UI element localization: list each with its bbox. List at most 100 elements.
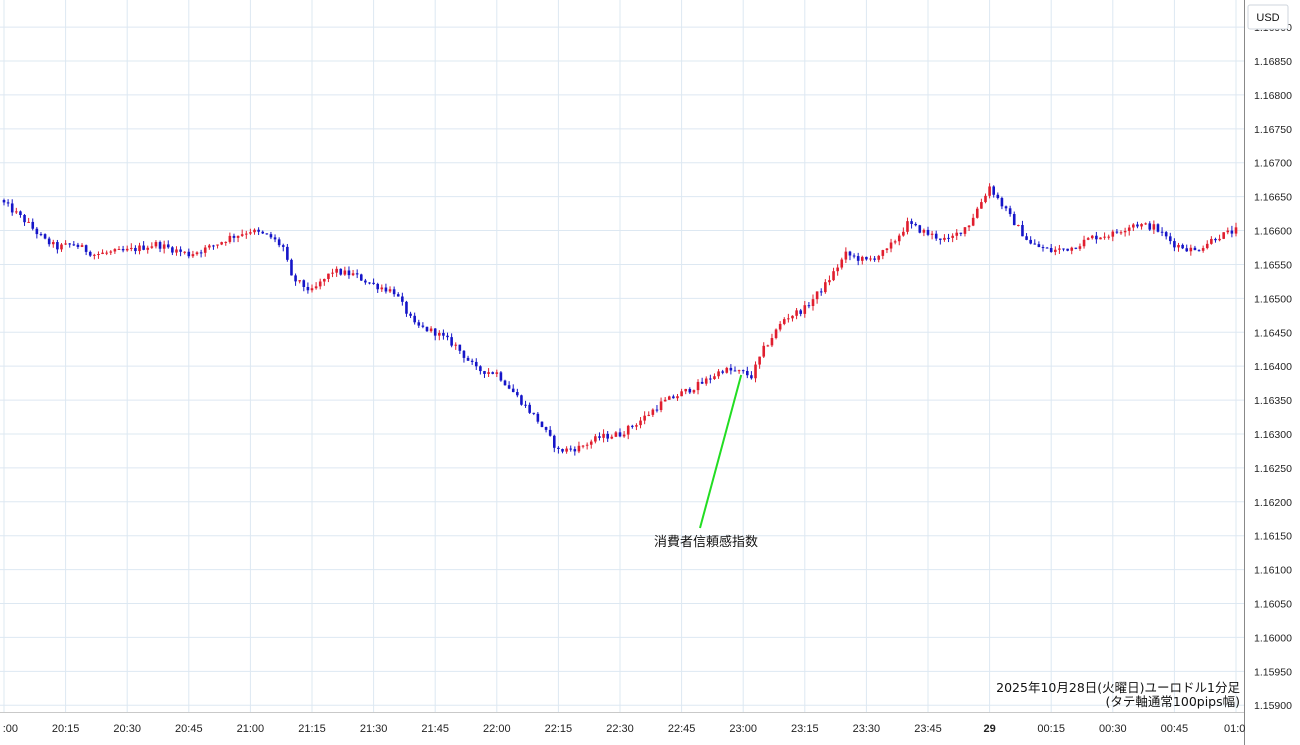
candle-body [130, 247, 133, 249]
candle-body [323, 278, 326, 282]
candle-body [733, 370, 737, 372]
candle-body [306, 286, 310, 291]
candle-body [684, 388, 688, 392]
candle-body [72, 244, 76, 246]
candle-body [257, 229, 260, 232]
annotation-label: 消費者信頼感指数 [654, 534, 758, 549]
candle-body [507, 385, 511, 389]
candle-body [286, 246, 289, 260]
y-tick-label: 1.16250 [1254, 463, 1292, 475]
candle-body [774, 329, 778, 339]
candle-body [2, 200, 6, 203]
candle-body [959, 232, 963, 234]
candle-body [1058, 248, 1061, 250]
candle-body [770, 338, 774, 346]
candle-body [762, 345, 766, 357]
candle-body [277, 239, 281, 246]
candle-body [860, 256, 864, 261]
candle-body [191, 254, 195, 257]
y-tick-label: 1.16150 [1254, 531, 1292, 543]
candle-body [980, 202, 983, 209]
candle-body [930, 233, 934, 235]
candle-body [56, 242, 59, 250]
candle-body [220, 242, 223, 245]
candle-body [1090, 235, 1094, 239]
candle-body [470, 360, 474, 362]
candle-body [1214, 238, 1217, 241]
candle-body [417, 322, 421, 326]
candle-body [967, 225, 971, 228]
candle-body [704, 378, 708, 384]
candle-body [1066, 248, 1069, 251]
x-tick-label: 00:30 [1099, 723, 1127, 735]
candle-body [918, 225, 922, 233]
currency-badge[interactable] [1247, 4, 1289, 30]
x-tick-label: 29 [983, 723, 995, 735]
candle-body [27, 221, 30, 223]
candle-body [573, 449, 577, 452]
candle-body [10, 203, 14, 213]
candle-body [19, 211, 22, 215]
candle-body [1140, 224, 1143, 227]
candle-body [359, 274, 363, 281]
candle-body [273, 237, 277, 240]
candle-body [1074, 247, 1078, 249]
candle-body [429, 328, 433, 332]
candle-body [1164, 232, 1168, 237]
candle-body [64, 243, 67, 245]
candle-body [125, 248, 129, 251]
candle-body [1021, 225, 1024, 237]
candle-body [138, 245, 141, 252]
candle-body [31, 221, 35, 229]
candle-body [1222, 232, 1225, 239]
candle-body [799, 310, 802, 314]
candle-body [364, 280, 367, 283]
candle-body [105, 252, 108, 254]
candle-body [548, 429, 552, 436]
candle-body [824, 282, 827, 293]
candle-body [971, 217, 975, 226]
y-tick-label: 1.16850 [1254, 56, 1292, 68]
candle-body [150, 246, 154, 248]
candle-body [187, 251, 191, 257]
y-tick-label: 1.16700 [1254, 158, 1292, 170]
candle-body [384, 287, 388, 292]
candle-body [511, 388, 515, 393]
candle-body [134, 247, 137, 252]
candle-body [1049, 247, 1053, 252]
x-tick-label: 23:30 [853, 723, 881, 735]
candle-body [466, 357, 470, 361]
chart-caption-subtitle: (タテ軸通常100pips幅) [1105, 694, 1240, 709]
candle-body [117, 248, 121, 250]
candle-body [335, 268, 338, 273]
candle-body [1144, 223, 1147, 225]
candle-body [228, 235, 232, 242]
candle-body [253, 229, 256, 233]
y-tick-label: 1.16450 [1254, 327, 1292, 339]
x-tick-label: 22:45 [668, 723, 696, 735]
candle-body [819, 291, 823, 293]
candle-body [1070, 247, 1074, 251]
candle-body [729, 367, 733, 371]
candle-body [869, 258, 872, 260]
candle-body [1025, 236, 1028, 240]
candle-body [955, 232, 959, 236]
candle-body [696, 381, 700, 391]
x-tick-label: 21:45 [421, 723, 449, 735]
candle-body [355, 273, 359, 275]
candle-body [741, 370, 745, 372]
candle-body [109, 251, 113, 253]
candle-body [376, 283, 380, 290]
candle-body [294, 275, 297, 282]
candle-body [992, 186, 996, 195]
x-tick-label: 22:30 [606, 723, 634, 735]
candle-body [750, 375, 753, 379]
candle-body [503, 380, 507, 386]
candle-body [889, 242, 893, 249]
candle-body [183, 251, 186, 253]
candle-body [746, 370, 749, 376]
candle-body [680, 391, 683, 397]
candle-body [483, 371, 486, 374]
y-tick-label: 1.16550 [1254, 259, 1292, 271]
